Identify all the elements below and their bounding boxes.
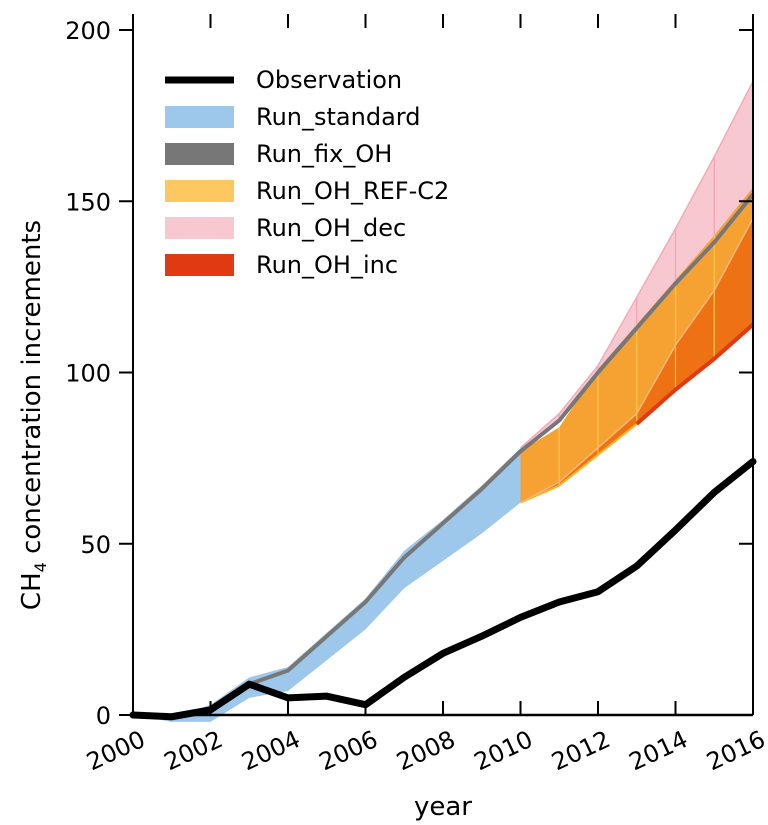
legend-label: Run_OH_REF-C2 [256, 177, 449, 205]
y-tick-label: 100 [65, 360, 111, 388]
edge-oh-dec-upper [520, 81, 754, 449]
band-run-oh-inc [520, 218, 753, 503]
edge-oh-inc-upper [520, 218, 754, 504]
legend-swatch [165, 254, 234, 276]
x-tick-label: 2004 [237, 725, 304, 776]
legend-label: Run_OH_inc [256, 251, 398, 279]
x-tick-label: 2006 [315, 725, 382, 776]
legend-swatch [165, 143, 234, 165]
y-tick-label: 0 [96, 702, 111, 730]
y-tick-label: 150 [65, 188, 111, 216]
band-run-standard [133, 447, 521, 722]
x-tick-label: 2012 [547, 725, 614, 776]
legend-label: Run_standard [256, 103, 420, 131]
legend-label: Observation [256, 66, 402, 94]
line-observation [129, 458, 757, 721]
legend-label: Run_OH_dec [256, 214, 406, 242]
x-tick-label: 2002 [160, 725, 227, 776]
y-axis-label-sub: 4 [31, 562, 50, 572]
legend-label: Run_fix_OH [256, 140, 392, 168]
edge-oh-inc-lower [635, 323, 755, 426]
x-tick-label: 2008 [392, 725, 459, 776]
y-axis-label: CH4 concentration increments [17, 220, 50, 610]
x-tick-label: 2000 [82, 725, 149, 776]
y-axis-ticks: 0 50 100 150 200 [65, 17, 753, 730]
y-tick-label: 200 [65, 17, 111, 45]
legend-swatch [165, 106, 234, 128]
y-tick-label: 50 [80, 531, 111, 559]
y-axis-label-rest: concentration increments [17, 220, 47, 562]
x-tick-label: 2014 [625, 725, 692, 776]
x-tick-label: 2010 [470, 725, 537, 776]
y-axis-label-main: CH [17, 572, 47, 610]
x-tick-label: 2016 [702, 725, 768, 776]
legend-swatch [165, 180, 234, 202]
legend-swatch [165, 217, 234, 239]
chart-lines [129, 81, 757, 721]
legend: Observation Run_standard Run_fix_OH Run_OH_… [165, 66, 449, 279]
x-axis-label: year [414, 792, 472, 822]
